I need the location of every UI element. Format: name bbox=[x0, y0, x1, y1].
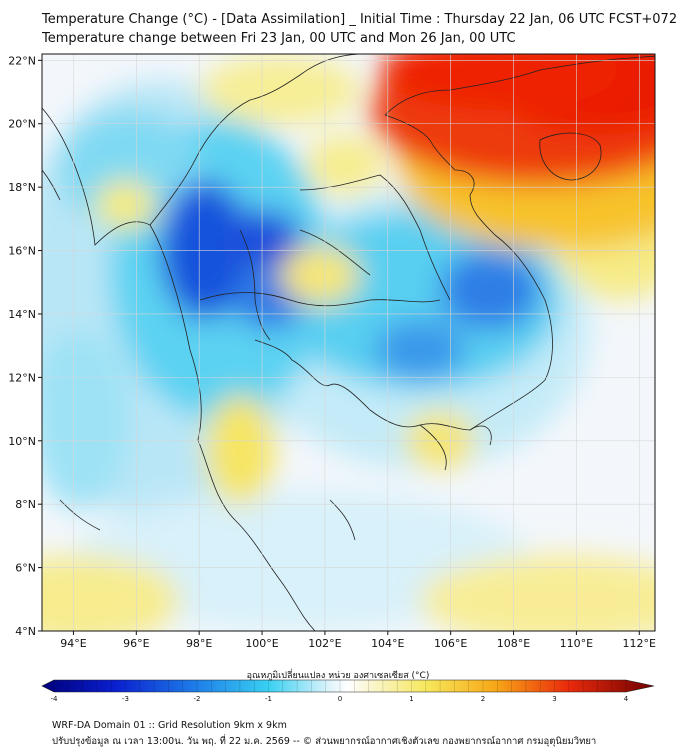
update-info: ปรับปรุงข้อมูล ณ เวลา 13:00น. วัน พฤ. ที… bbox=[52, 736, 597, 747]
lat-tick-label: 8°N bbox=[15, 498, 36, 511]
model-info: WRF-DA Domain 01 :: Grid Resolution 9km … bbox=[52, 720, 287, 731]
colorbar-tick-label: -1 bbox=[265, 695, 272, 703]
lon-tick-label: 96°E bbox=[123, 637, 149, 650]
colorbar-tick-label: 3 bbox=[552, 695, 556, 703]
longitude-tick-labels: 94°E 96°E 98°E 100°E 102°E 104°E 106°E 108°E 110… bbox=[60, 631, 656, 650]
map-title: Temperature Change (°C) - [Data Assimila… bbox=[42, 12, 676, 27]
lon-tick-label: 98°E bbox=[186, 637, 212, 650]
map-gridlines bbox=[42, 54, 655, 632]
lat-tick-label: 16°N bbox=[8, 245, 36, 258]
lat-tick-label: 18°N bbox=[8, 181, 36, 194]
lat-tick-label: 10°N bbox=[8, 435, 36, 448]
latitude-tick-labels: 22°N 20°N 18°N 16°N 14°N 12°N 10°N 8°N 6°N 4°N bbox=[8, 54, 42, 638]
lat-tick-label: 12°N bbox=[8, 371, 36, 384]
colorbar-ticks: -4 -3 -2 -1 0 1 2 3 4 bbox=[51, 680, 629, 703]
lat-tick-label: 22°N bbox=[8, 54, 36, 67]
lon-tick-label: 112°E bbox=[623, 637, 656, 650]
colorbar-label: อุณหภูมิเปลี่ยนแปลง หน่วย องศาเซลเซียส (… bbox=[246, 671, 430, 681]
colorbar-tick-label: -4 bbox=[51, 695, 59, 703]
colorbar-tick-label: 2 bbox=[481, 695, 485, 703]
lon-tick-label: 100°E bbox=[245, 637, 278, 650]
lat-tick-label: 6°N bbox=[15, 562, 36, 575]
colorbar-tick-label: 1 bbox=[409, 695, 413, 703]
lon-tick-label: 104°E bbox=[371, 637, 404, 650]
lat-tick-label: 4°N bbox=[15, 625, 36, 638]
lat-tick-label: 14°N bbox=[8, 308, 36, 321]
colorbar-tick-label: 4 bbox=[624, 695, 629, 703]
colorbar bbox=[41, 679, 655, 693]
lon-tick-label: 94°E bbox=[60, 637, 86, 650]
lon-tick-label: 106°E bbox=[434, 637, 467, 650]
coastlines bbox=[42, 54, 655, 631]
colorbar-tick-label: 0 bbox=[338, 695, 342, 703]
map-frame bbox=[41, 53, 656, 632]
colorbar-tick-label: -2 bbox=[194, 695, 201, 703]
map-subtitle: Temperature change between Fri 23 Jan, 0… bbox=[42, 31, 516, 46]
temperature-field bbox=[42, 54, 655, 631]
lon-tick-label: 108°E bbox=[497, 637, 530, 650]
lat-tick-label: 20°N bbox=[8, 118, 36, 131]
colorbar-tick-label: -3 bbox=[122, 695, 129, 703]
lon-tick-label: 102°E bbox=[308, 637, 341, 650]
lon-tick-label: 110°E bbox=[560, 637, 593, 650]
